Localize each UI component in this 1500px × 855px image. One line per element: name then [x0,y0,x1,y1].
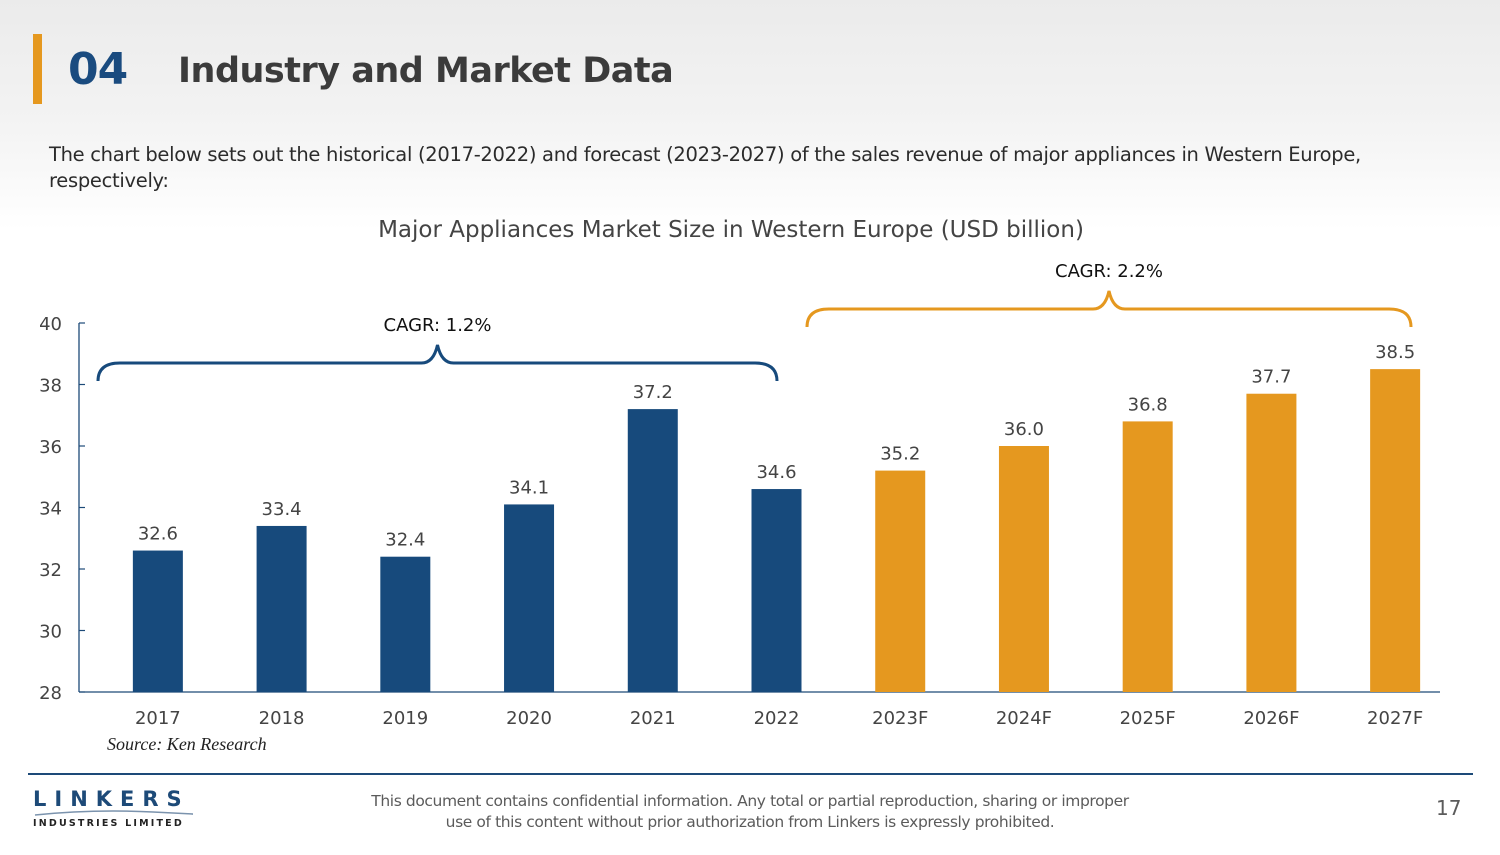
bar-2017 [132,550,183,692]
data-label-2027F: 38.5 [1375,342,1415,363]
x-axis-labels: 2017 2018 2019 2020 2021 2022 2023F 2024F 2025F 2… [135,708,1423,729]
x-tick-label: 2019 [382,708,428,729]
bar-2019 [380,556,431,692]
bar-2026F [1246,393,1297,692]
confidentiality-disclaimer: This document contains confidential info… [350,791,1150,833]
data-label-2019: 32.4 [385,530,425,551]
x-tick-label: 2020 [506,708,552,729]
logo-subtitle: INDUSTRIES LIMITED [33,818,184,829]
data-label-2022: 34.6 [756,462,796,483]
data-label-2025F: 36.8 [1128,394,1168,415]
data-label-2024F: 36.0 [1004,419,1044,440]
bars [132,369,1421,692]
bar-2023F [875,470,926,692]
cagr-forecast-label: CAGR: 2.2% [1055,261,1163,282]
bar-2022 [751,489,802,692]
chart-title: Major Appliances Market Size in Western … [378,217,1084,243]
x-tick-label: 2023F [872,708,928,729]
cagr-annotations: CAGR: 1.2% CAGR: 2.2% [96,261,1413,382]
section-number: 04 [68,44,128,95]
x-tick-label: 2018 [259,708,305,729]
bar-2027F [1370,369,1421,692]
logo-wordmark: LINKERS [33,787,190,811]
data-labels: 32.6 33.4 32.4 34.1 37.2 34.6 35.2 36.0 36.8 37.7… [138,342,1415,551]
y-tick-label: 36 [39,437,62,458]
x-tick-label: 2024F [996,708,1052,729]
disclaimer-line-2: use of this content without prior author… [445,813,1055,831]
x-tick-label: 2021 [630,708,676,729]
data-label-2018: 33.4 [262,499,302,520]
x-tick-label: 2022 [754,708,800,729]
page-number: 17 [1436,796,1462,820]
data-label-2023F: 35.2 [880,444,920,465]
bar-2021 [627,409,678,692]
data-label-2020: 34.1 [509,477,549,498]
section-accent-bar [33,34,42,104]
market-size-chart: Major Appliances Market Size in Western … [39,217,1440,729]
cagr-historical-brace [96,344,779,382]
data-label-2021: 37.2 [633,382,673,403]
bar-2025F [1122,421,1173,692]
y-tick-label: 34 [39,499,62,520]
bar-2018 [256,525,307,692]
data-label-2026F: 37.7 [1251,367,1291,388]
footer-divider [28,773,1473,775]
page-title: Industry and Market Data [178,51,674,91]
x-tick-label: 2027F [1367,708,1423,729]
x-tick-label: 2017 [135,708,181,729]
disclaimer-line-1: This document contains confidential info… [371,792,1129,810]
y-tick-label: 30 [39,622,62,643]
bar-2020 [504,504,555,692]
bar-2024F [998,446,1049,692]
logo-swoosh-icon [34,810,193,816]
cagr-forecast-brace [805,290,1413,328]
source-note: Source: Ken Research [107,734,267,754]
y-tick-label: 28 [39,683,62,704]
company-logo: LINKERS INDUSTRIES LIMITED [33,786,193,829]
y-axis-ticks: 28 30 32 34 36 38 40 [39,314,85,704]
cagr-historical-label: CAGR: 1.2% [384,315,492,336]
y-tick-label: 32 [39,560,62,581]
x-tick-label: 2026F [1243,708,1299,729]
y-tick-label: 38 [39,376,62,397]
x-tick-label: 2025F [1120,708,1176,729]
intro-text: The chart below sets out the historical … [49,143,1361,192]
y-tick-label: 40 [39,314,62,335]
data-label-2017: 32.6 [138,524,178,545]
